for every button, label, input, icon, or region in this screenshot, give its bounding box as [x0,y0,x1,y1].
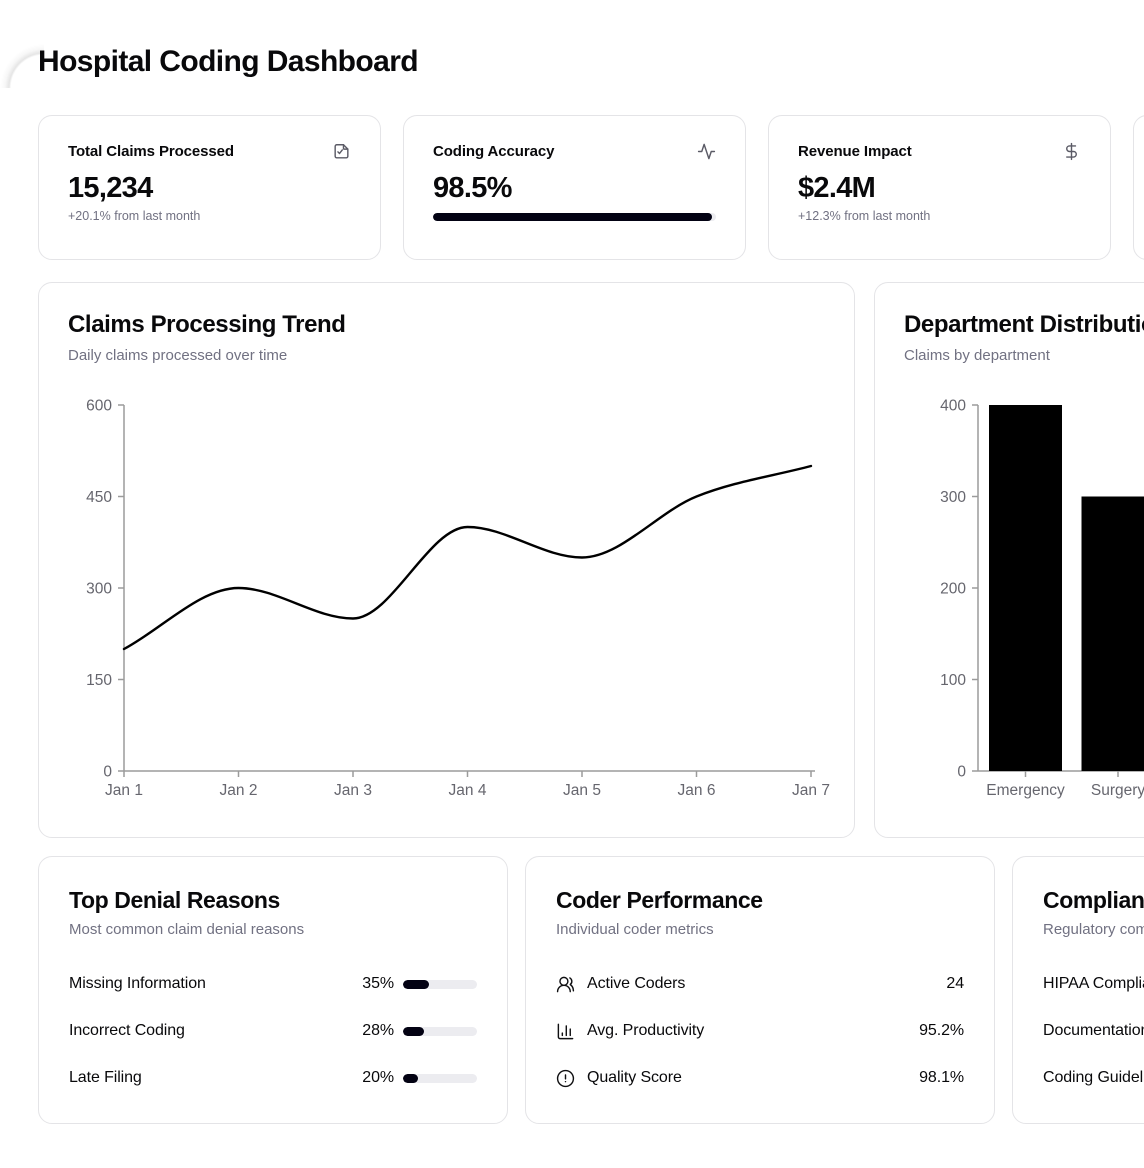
y-tick-label: 300 [86,581,112,598]
stat-label: Total Claims Processed [68,143,234,160]
file-check-icon [332,142,351,161]
x-tick-label: Jan 5 [563,782,601,799]
x-tick-label: Surgery [1091,782,1144,799]
stat-value: 15,234 [68,172,153,204]
compliance-row: HIPAA Compliance [1043,974,1144,994]
compliance-label: Coding Guidelines [1043,1069,1144,1086]
chart-title: Claims Processing Trend [68,311,346,338]
metric-value: 95.2% [919,1022,964,1039]
coder-performance-card: Coder Performance Individual coder metri… [525,856,995,1124]
department-distribution-card: Department Distribution Claims by depart… [874,282,1144,838]
y-tick-label: 300 [940,489,966,506]
coder-metric-row: Active Coders 24 [556,974,964,994]
charts-row: Claims Processing Trend Daily claims pro… [38,282,1144,838]
stat-card-revenue-impact: Revenue Impact $2.4M +12.3% from last mo… [768,115,1111,260]
denial-progress-track [403,979,477,989]
x-tick-label: Emergency [986,782,1065,799]
stat-value: 98.5% [433,172,512,204]
x-tick-label: Jan 1 [105,782,143,799]
chart-title: Department Distribution [904,311,1144,338]
denial-progress-fill [403,1073,418,1083]
stat-card-coding-accuracy: Coding Accuracy 98.5% [403,115,746,260]
accuracy-progress-fill [433,213,712,221]
y-tick-label: 200 [940,581,966,598]
compliance-label: HIPAA Compliance [1043,975,1144,992]
stat-label: Revenue Impact [798,143,912,160]
bar-chart-icon [556,1022,575,1041]
stat-card-partial [1133,115,1144,260]
metric-label: Quality Score [587,1069,682,1086]
x-tick-label: Jan 3 [334,782,372,799]
x-tick-label: Jan 6 [678,782,716,799]
denial-progress-fill [403,979,429,989]
compliance-label: Documentation [1043,1022,1144,1039]
y-tick-label: 100 [940,672,966,689]
stat-delta: +20.1% from last month [68,209,201,223]
x-tick-label: Jan 4 [449,782,487,799]
chart-subtitle: Claims by department [904,347,1050,364]
x-tick-label: Jan 7 [792,782,830,799]
claims-trend-line-chart: 0 150 300 450 600 Jan 1 Jan 2 Jan 3 Jan 4 Jan 5 Ja… [86,398,830,800]
stat-delta: +12.3% from last month [798,209,931,223]
y-tick-label: 400 [940,398,966,415]
card-title: Coder Performance [556,887,763,913]
denial-label: Missing Information [69,975,206,992]
y-tick-label: 450 [86,489,112,506]
claims-trend-card: Claims Processing Trend Daily claims pro… [38,282,855,838]
card-subtitle: Regulatory compliance overview [1043,921,1144,938]
denial-row: Incorrect Coding 28% [69,1021,477,1041]
denial-label: Late Filing [69,1069,142,1086]
accuracy-progress-track [433,213,716,221]
stats-row: Total Claims Processed 15,234 +20.1% fro… [38,115,1144,260]
denial-label: Incorrect Coding [69,1022,185,1039]
users-icon [556,975,575,994]
compliance-row: Documentation [1043,1021,1144,1041]
stat-label: Coding Accuracy [433,143,555,160]
coder-metric-row: Avg. Productivity 95.2% [556,1021,964,1041]
metric-value: 98.1% [919,1069,964,1086]
chart-subtitle: Daily claims processed over time [68,347,288,364]
coder-metric-row: Quality Score 98.1% [556,1068,964,1088]
metric-value: 24 [946,975,964,992]
denial-pct: 35% [362,975,394,992]
stat-value: $2.4M [798,172,876,204]
dollar-sign-icon [1062,142,1081,161]
page-title: Hospital Coding Dashboard [38,45,419,78]
trend-line [122,464,813,651]
x-tick-label: Jan 2 [220,782,258,799]
metric-label: Active Coders [587,975,686,992]
card-subtitle: Most common claim denial reasons [69,921,305,938]
bar-emergency [989,405,1062,771]
denial-pct: 20% [362,1069,394,1086]
bar-surgery [1081,496,1144,771]
compliance-card: Compliance Status Regulatory compliance … [1012,856,1144,1124]
department-bar-chart: 0 100 200 300 400 Emergency Surgery [940,398,1144,799]
y-tick-label: 0 [103,764,112,781]
bottom-row: Top Denial Reasons Most common claim den… [38,856,1144,1124]
denial-progress-fill [403,1026,424,1036]
card-subtitle: Individual coder metrics [556,921,714,938]
denial-row: Late Filing 20% [69,1068,477,1088]
top-denial-reasons-card: Top Denial Reasons Most common claim den… [38,856,508,1124]
denial-progress-track [403,1073,477,1083]
stat-card-total-claims: Total Claims Processed 15,234 +20.1% fro… [38,115,381,260]
denial-row: Missing Information 35% [69,974,477,994]
denial-pct: 28% [362,1022,394,1039]
alert-circle-icon [556,1069,575,1088]
card-title: Compliance Status [1043,887,1144,913]
activity-icon [697,142,716,161]
y-tick-label: 600 [86,398,112,415]
denial-progress-track [403,1026,477,1036]
y-tick-label: 150 [86,672,112,689]
y-tick-label: 0 [957,764,966,781]
compliance-row: Coding Guidelines [1043,1068,1144,1088]
metric-label: Avg. Productivity [587,1022,705,1039]
card-title: Top Denial Reasons [69,887,280,913]
